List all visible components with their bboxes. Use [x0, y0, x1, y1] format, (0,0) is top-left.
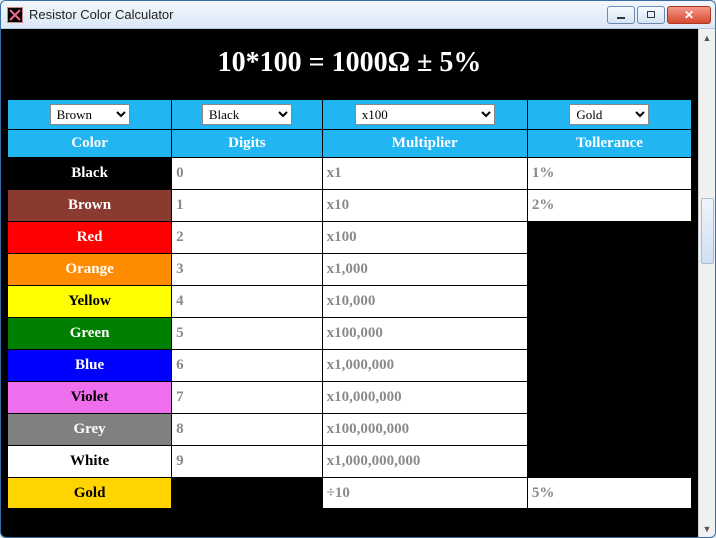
table-row: Green5x100,000	[8, 318, 692, 350]
digit-cell	[172, 478, 322, 509]
table-row: Yellow4x10,000	[8, 286, 692, 318]
tolerance-select[interactable]: Gold	[569, 104, 649, 125]
close-button[interactable]: ✕	[667, 6, 711, 24]
multiplier-cell: x100,000	[322, 318, 527, 350]
digit-cell: 8	[172, 414, 322, 446]
tolerance-cell	[527, 222, 691, 254]
tolerance-cell	[527, 446, 691, 478]
digit-cell: 4	[172, 286, 322, 318]
multiplier-cell: x10,000	[322, 286, 527, 318]
digit-cell: 5	[172, 318, 322, 350]
tolerance-cell	[527, 286, 691, 318]
multiplier-select[interactable]: x100	[355, 104, 495, 125]
digit-cell: 6	[172, 350, 322, 382]
tolerance-cell	[527, 414, 691, 446]
tolerance-cell	[527, 382, 691, 414]
resistor-table: Brown Black x100 Gold Color Digits Multi…	[7, 99, 692, 509]
color-cell: Brown	[8, 190, 172, 222]
color-cell: Grey	[8, 414, 172, 446]
header-digits: Digits	[172, 130, 322, 158]
result-formula: 10*100 = 1000Ω ± 5%	[1, 29, 698, 99]
minimize-button[interactable]	[607, 6, 635, 24]
digit-cell: 9	[172, 446, 322, 478]
table-row: Black0x11%	[8, 158, 692, 190]
digit-cell: 2	[172, 222, 322, 254]
scroll-thumb[interactable]	[701, 198, 714, 264]
window-buttons: ✕	[607, 6, 711, 24]
color-cell: Black	[8, 158, 172, 190]
color-cell: Orange	[8, 254, 172, 286]
scroll-down-button[interactable]: ▼	[700, 520, 715, 537]
color-cell: Red	[8, 222, 172, 254]
vertical-scrollbar[interactable]: ▲ ▼	[698, 29, 715, 537]
table-row: Blue6x1,000,000	[8, 350, 692, 382]
digit-cell: 1	[172, 190, 322, 222]
table-row: White9x1,000,000,000	[8, 446, 692, 478]
content-area: 10*100 = 1000Ω ± 5% Brown Black x100 Gol…	[1, 29, 698, 537]
app-window: Resistor Color Calculator ✕ 10*100 = 100…	[0, 0, 716, 538]
window-title: Resistor Color Calculator	[29, 7, 607, 22]
maximize-button[interactable]	[637, 6, 665, 24]
multiplier-cell: x10	[322, 190, 527, 222]
table-row: Grey8x100,000,000	[8, 414, 692, 446]
table-row: Gold ÷105%	[8, 478, 692, 509]
band2-select[interactable]: Black	[202, 104, 292, 125]
color-cell: Green	[8, 318, 172, 350]
header-tolerance: Tollerance	[527, 130, 691, 158]
multiplier-cell: x1,000,000	[322, 350, 527, 382]
tolerance-cell	[527, 350, 691, 382]
color-cell: Violet	[8, 382, 172, 414]
band1-select[interactable]: Brown	[50, 104, 130, 125]
multiplier-cell: ÷10	[322, 478, 527, 509]
table-row: Brown1x102%	[8, 190, 692, 222]
digit-cell: 7	[172, 382, 322, 414]
scroll-up-button[interactable]: ▲	[700, 29, 715, 46]
multiplier-cell: x1,000,000,000	[322, 446, 527, 478]
color-cell: White	[8, 446, 172, 478]
multiplier-cell: x1	[322, 158, 527, 190]
tolerance-cell	[527, 318, 691, 350]
header-color: Color	[8, 130, 172, 158]
client-area: 10*100 = 1000Ω ± 5% Brown Black x100 Gol…	[1, 29, 715, 537]
scroll-track[interactable]	[700, 46, 715, 520]
color-cell: Gold	[8, 478, 172, 509]
tolerance-cell: 5%	[527, 478, 691, 509]
table-row: Violet7x10,000,000	[8, 382, 692, 414]
header-row: Color Digits Multiplier Tollerance	[8, 130, 692, 158]
multiplier-cell: x100	[322, 222, 527, 254]
app-icon	[7, 7, 23, 23]
multiplier-cell: x100,000,000	[322, 414, 527, 446]
table-row: Red2x100	[8, 222, 692, 254]
multiplier-cell: x10,000,000	[322, 382, 527, 414]
digit-cell: 3	[172, 254, 322, 286]
tolerance-cell	[527, 254, 691, 286]
table-body: Black0x11%Brown1x102%Red2x100Orange3x1,0…	[8, 158, 692, 509]
selector-row: Brown Black x100 Gold	[8, 100, 692, 130]
color-cell: Blue	[8, 350, 172, 382]
titlebar: Resistor Color Calculator ✕	[1, 1, 715, 29]
tolerance-cell: 1%	[527, 158, 691, 190]
table-row: Orange3x1,000	[8, 254, 692, 286]
digit-cell: 0	[172, 158, 322, 190]
multiplier-cell: x1,000	[322, 254, 527, 286]
header-multiplier: Multiplier	[322, 130, 527, 158]
tolerance-cell: 2%	[527, 190, 691, 222]
color-cell: Yellow	[8, 286, 172, 318]
